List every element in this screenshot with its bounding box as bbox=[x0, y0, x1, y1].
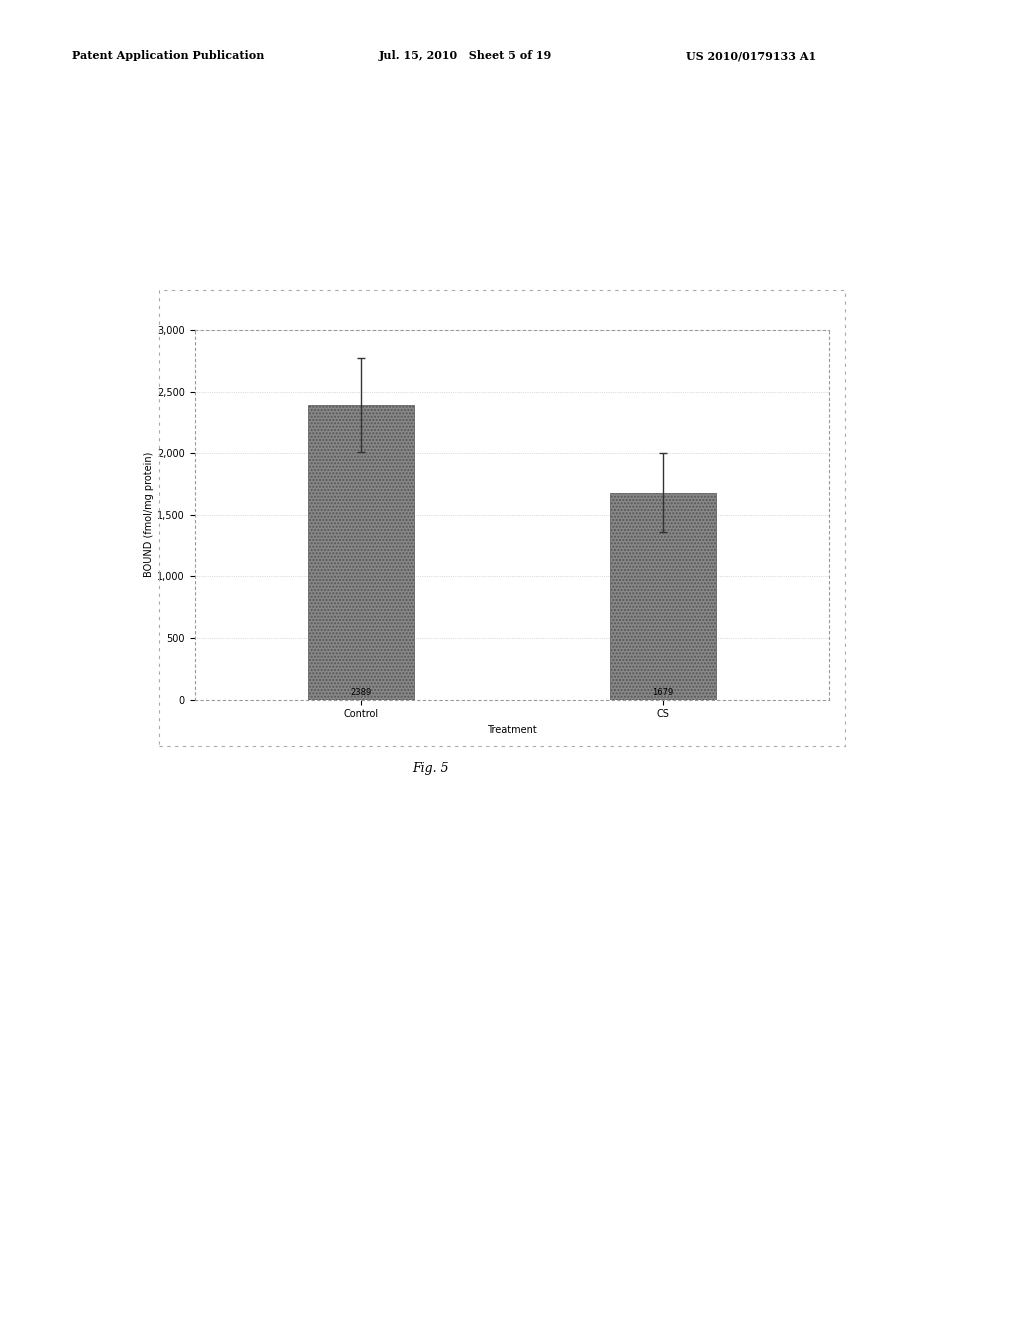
Y-axis label: BOUND (fmol/mg protein): BOUND (fmol/mg protein) bbox=[144, 453, 155, 577]
Text: Patent Application Publication: Patent Application Publication bbox=[72, 50, 264, 62]
Text: Jul. 15, 2010   Sheet 5 of 19: Jul. 15, 2010 Sheet 5 of 19 bbox=[379, 50, 552, 62]
Text: 2389: 2389 bbox=[350, 688, 372, 697]
Text: 1679: 1679 bbox=[652, 688, 674, 697]
Bar bbox=[308, 405, 414, 700]
Text: US 2010/0179133 A1: US 2010/0179133 A1 bbox=[686, 50, 816, 62]
Text: Fig. 5: Fig. 5 bbox=[412, 762, 449, 775]
X-axis label: Treatment: Treatment bbox=[487, 725, 537, 735]
Bar bbox=[610, 492, 716, 700]
